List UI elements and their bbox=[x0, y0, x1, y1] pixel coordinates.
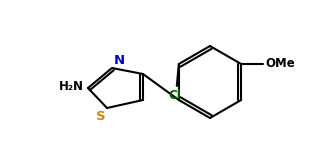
Text: H₂N: H₂N bbox=[59, 81, 84, 94]
Text: Cl: Cl bbox=[168, 89, 181, 102]
Text: S: S bbox=[96, 110, 106, 123]
Text: N: N bbox=[114, 54, 125, 67]
Text: OMe: OMe bbox=[265, 58, 295, 71]
